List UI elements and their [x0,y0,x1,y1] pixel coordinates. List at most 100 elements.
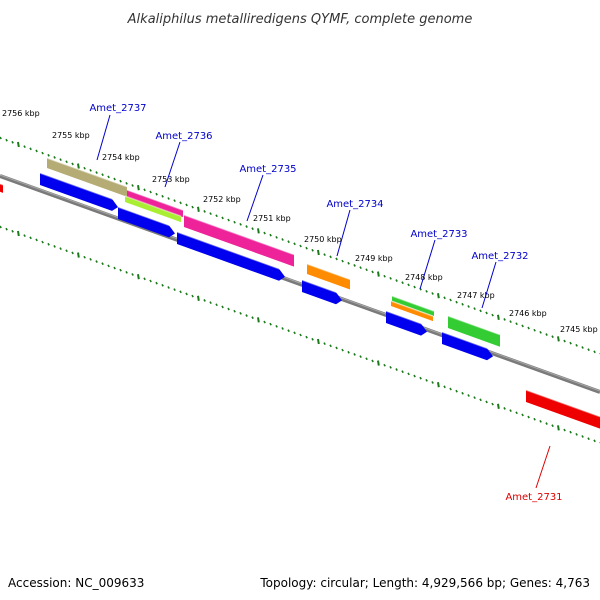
tick-mark [269,233,272,237]
tick-mark [395,368,398,371]
outer-tick-ring [0,136,600,355]
feature-amet-2736a [127,190,183,218]
tick-mark [371,359,374,363]
tick-mark [425,378,428,382]
tick-mark [359,266,362,270]
tick-mark [251,227,254,231]
tick-mark [203,210,206,213]
tick-mark [119,179,122,183]
tick-mark [209,301,212,305]
feature-amet-2735 [184,215,294,267]
genome-backbone [0,174,600,394]
gene-label-amet-2735: Amet_2735 [239,164,296,175]
tick-mark [407,372,410,376]
tick-mark [311,337,314,341]
tick-mark [443,296,446,300]
feature-amet-2737 [47,158,127,197]
accession-text: Accession: NC_009633 [8,576,144,590]
tick-mark [95,260,98,263]
cds-arrow [40,173,118,211]
tick-mark [563,339,566,343]
tick-mark [539,419,542,423]
tick-mark [575,343,578,347]
tick-mark [5,138,8,142]
tick-mark [137,185,140,191]
tick-mark [371,270,374,274]
tick-mark [515,322,518,326]
tick-mark [11,140,14,144]
tick-mark [461,302,464,306]
tick-mark [521,324,524,328]
tick-mark [179,201,182,205]
feature-amet-2736a-shine [126,189,184,211]
tick-mark [533,417,536,421]
tick-mark [497,403,500,409]
kbp-label: 2754 kbp [102,153,140,162]
tick-mark [419,376,422,380]
tick-mark [179,290,182,294]
tick-mark [569,430,572,434]
tick-mark [581,435,584,438]
tick-mark [377,271,380,277]
tick-mark [539,330,542,334]
tick-mark [545,422,548,425]
feature-amet-2733b [391,301,433,322]
map-title: Alkaliphilus metalliredigens QYMF, compl… [127,12,473,27]
tick-mark [107,264,110,268]
tick-mark [401,281,404,285]
tick-mark [425,289,428,293]
tick-mark [65,160,68,164]
tick-mark [269,322,272,326]
gene-callout-line [336,209,351,257]
tick-mark [125,181,128,185]
feature-amet-2734-shine [306,263,351,281]
feature-amet-2733a-shine [391,295,435,312]
tick-mark [233,309,236,313]
tick-mark [257,228,260,234]
tick-mark [149,279,152,283]
cds-arrow-shine [441,331,494,352]
tick-mark [227,218,230,222]
tick-mark [401,370,404,374]
cds-arrow [386,311,427,336]
tick-mark [587,348,590,352]
kbp-label: 2747 kbp [457,291,495,300]
tick-mark [581,346,584,349]
tick-mark [221,305,224,309]
tick-mark [0,225,2,229]
tick-mark [323,342,326,346]
tick-mark [449,298,452,302]
tick-mark [413,285,416,289]
tick-mark [389,276,392,280]
tick-mark [461,391,464,395]
tick-mark [563,428,566,432]
tick-mark [89,168,92,172]
tick-mark [317,249,320,256]
tick-mark [551,335,554,339]
tick-mark [23,145,26,149]
tick-mark [593,439,596,443]
tick-mark [41,151,44,155]
tick-mark [29,236,32,240]
kbp-label: 2756 kbp [2,109,40,118]
cds-arrow-shine [176,231,286,272]
cds-arrow-shine [301,279,343,296]
tick-mark [131,273,134,276]
tick-mark [59,158,62,162]
tick-mark [329,255,332,259]
tick-mark [335,257,338,261]
tick-mark [203,299,206,302]
tick-mark [71,162,74,166]
kbp-label: 2751 kbp [253,214,291,223]
tick-mark [71,251,74,255]
tick-mark [167,286,170,289]
tick-mark [359,355,362,359]
tick-mark [413,374,416,378]
tick-mark [341,348,344,352]
tick-mark [479,309,482,313]
tick-mark [65,249,68,253]
tick-mark [551,424,554,428]
tick-mark [95,171,98,174]
tick-mark [455,389,458,393]
kbp-label: 2750 kbp [304,235,342,244]
